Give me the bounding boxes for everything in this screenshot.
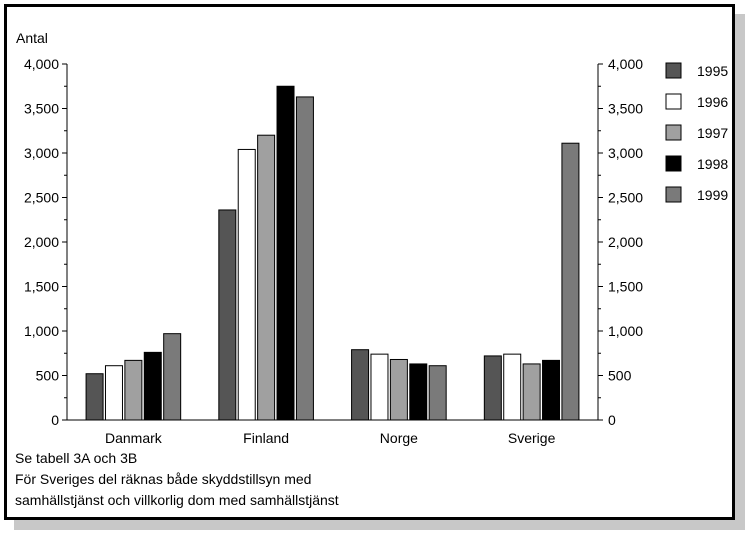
bar-sverige-1996 <box>503 353 522 421</box>
legend-swatch-1997 <box>665 124 682 141</box>
axes-group: Danmark Finland Norge Sverige 0 0 500 500 1,000 1… <box>24 56 643 446</box>
bar-danmark-1998 <box>143 351 162 421</box>
y-tick-label-left: 3,500 <box>24 101 59 117</box>
y-tick-label-right: 3,500 <box>608 101 643 117</box>
y-tick-label-right: 0 <box>608 412 616 428</box>
bar-norge-1998 <box>409 363 428 421</box>
y-tick-label-left: 4,000 <box>24 56 59 72</box>
bar-finland-1996 <box>237 148 256 421</box>
note-line-2: För Sveriges del räknas både skyddstills… <box>15 471 312 487</box>
x-tick-label-norge: Norge <box>380 430 418 446</box>
x-tick-label-finland: Finland <box>243 430 289 446</box>
y-tick-label-right: 2,500 <box>608 190 643 206</box>
y-tick-label-left: 1,500 <box>24 279 59 295</box>
bar-finland-1997 <box>257 134 276 421</box>
note-line-3: samhällstjänst och villkorlig dom med sa… <box>15 492 339 508</box>
legend-label-1999: 1999 <box>697 187 728 203</box>
y-tick-label-right: 4,000 <box>608 56 643 72</box>
y-tick-label-left: 2,500 <box>24 190 59 206</box>
bar-finland-1999 <box>295 96 314 421</box>
legend-label-1996: 1996 <box>697 94 728 110</box>
legend-label-1995: 1995 <box>697 63 728 79</box>
legend: 1995 1996 1997 1998 1999 <box>665 62 728 203</box>
legend-label-1998: 1998 <box>697 156 728 172</box>
y-tick-label-right: 1,500 <box>608 279 643 295</box>
legend-swatch-1998 <box>665 155 682 172</box>
x-tick-label-danmark: Danmark <box>105 430 163 446</box>
y-tick-label-right: 2,000 <box>608 234 643 250</box>
bar-norge-1995 <box>351 349 370 421</box>
bar-sverige-1995 <box>483 355 502 421</box>
y-tick-label-left: 0 <box>51 412 59 428</box>
bar-danmark-1996 <box>104 365 123 421</box>
bar-sverige-1998 <box>542 359 561 421</box>
bar-danmark-1995 <box>85 373 104 421</box>
bar-sverige-1997 <box>522 363 541 421</box>
y-tick-label-left: 3,000 <box>24 145 59 161</box>
bar-sverige-1999 <box>561 142 580 421</box>
legend-swatch-1999 <box>665 186 682 203</box>
y-tick-label-left: 1,000 <box>24 323 59 339</box>
note-line-1: Se tabell 3A och 3B <box>15 450 138 466</box>
bar-danmark-1999 <box>163 333 182 421</box>
legend-swatch-1996 <box>665 93 682 110</box>
legend-label-1997: 1997 <box>697 125 728 141</box>
chart-frame <box>4 4 735 520</box>
x-tick-label-sverige: Sverige <box>508 430 556 446</box>
bar-norge-1997 <box>389 358 408 421</box>
legend-swatch-1995 <box>665 62 682 79</box>
y-tick-label-left: 2,000 <box>24 234 59 250</box>
y-tick-label-left: 500 <box>36 368 60 384</box>
y-axis-label: Antal <box>16 30 48 46</box>
bar-finland-1995 <box>218 209 237 421</box>
bars-group <box>85 85 580 421</box>
bar-norge-1999 <box>428 365 447 421</box>
bar-finland-1998 <box>276 85 295 421</box>
bar-danmark-1997 <box>124 359 143 421</box>
y-tick-label-right: 3,000 <box>608 145 643 161</box>
bar-norge-1996 <box>370 353 389 421</box>
y-tick-label-right: 500 <box>608 368 632 384</box>
y-tick-label-right: 1,000 <box>608 323 643 339</box>
